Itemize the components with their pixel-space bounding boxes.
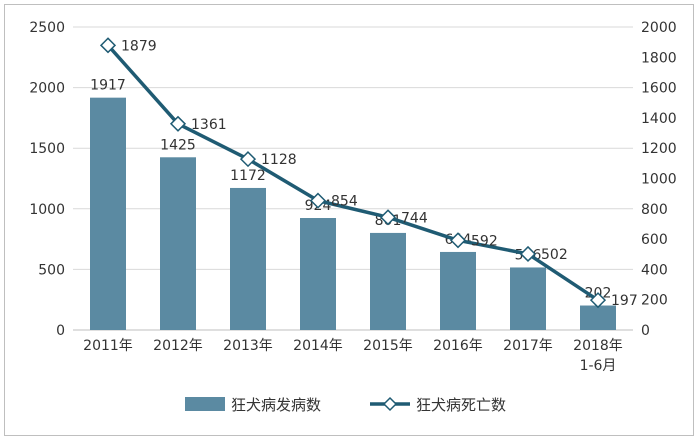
line-marker: [169, 115, 187, 132]
line-data-label: 1128: [261, 152, 297, 168]
right-axis-tick-label: 2000: [641, 20, 677, 36]
line-data-label: 744: [401, 210, 428, 226]
line-data-label: 502: [541, 247, 568, 263]
line-marker: [519, 245, 537, 263]
chart-frame: 0 500 1000 1500 2000 2500 0 200 400 600 800 1000 120…: [4, 4, 694, 436]
x-axis-tick-label: 2017年: [503, 338, 553, 354]
line-marker: [309, 192, 327, 209]
line-data-label: 854: [331, 194, 358, 210]
line-marker: [449, 232, 467, 249]
bar: [370, 232, 406, 330]
legend-label-line: 狂犬病死亡数: [416, 396, 506, 414]
line-series: [106, 44, 599, 302]
right-axis-tick-label: 400: [641, 262, 668, 278]
line-data-label: 1879: [121, 38, 157, 54]
line-marker: [99, 37, 117, 54]
line-marker: [239, 151, 257, 168]
right-axis-tick-label: 1000: [641, 172, 677, 188]
bar: [440, 251, 476, 330]
right-axis-tick-label: 1200: [641, 141, 677, 157]
right-axis-tick-label: 800: [641, 202, 668, 218]
bar: [160, 157, 196, 330]
bar-line-chart: 0 500 1000 1500 2000 2500 0 200 400 600 800 1000 120…: [29, 20, 677, 414]
legend-label-bars: 狂犬病发病数: [231, 396, 321, 414]
left-axis-tick-label: 1000: [29, 202, 65, 218]
bar: [90, 97, 126, 330]
line-data-label: 592: [471, 233, 498, 249]
x-axis-tick-label: 2012年: [153, 338, 203, 354]
line-data-label: 197: [611, 293, 638, 309]
bar-data-label: 1425: [160, 137, 196, 153]
left-axis-tick-label: 1500: [29, 141, 65, 157]
right-axis-tick-label: 0: [641, 323, 650, 339]
x-axis-tick-label: 2015年: [363, 338, 413, 354]
right-axis-tick-label: 200: [641, 293, 668, 309]
line-data-label: 1361: [191, 117, 227, 133]
bar-data-label: 1917: [90, 78, 126, 94]
line-marker: [379, 209, 397, 226]
legend-swatch-bars: [185, 397, 225, 411]
right-axis-tick-label: 600: [641, 232, 668, 248]
left-axis-tick-label: 2500: [29, 20, 65, 36]
right-axis-tick-label: 1800: [641, 50, 677, 66]
x-axis-tick-label: 2013年: [223, 338, 273, 354]
bar: [300, 218, 336, 330]
left-axis-tick-label: 2000: [29, 81, 65, 97]
left-axis-tick-label: 500: [38, 262, 65, 278]
right-axis-tick-label: 1400: [641, 111, 677, 127]
right-axis-tick-label: 1600: [641, 81, 677, 97]
legend-marker: [382, 396, 398, 412]
x-axis-tick-label: 2018年 1-6月: [573, 338, 623, 374]
x-axis-tick-label: 2014年: [293, 338, 343, 354]
bar: [510, 267, 546, 330]
x-axis-tick-label: 2016年: [433, 338, 483, 354]
bar-data-label: 1172: [230, 168, 266, 184]
left-axis-tick-label: 0: [56, 323, 65, 339]
line-marker: [589, 292, 607, 309]
bar: [230, 187, 266, 330]
x-axis-tick-label: 2011年: [83, 338, 133, 354]
bar: [580, 305, 616, 330]
